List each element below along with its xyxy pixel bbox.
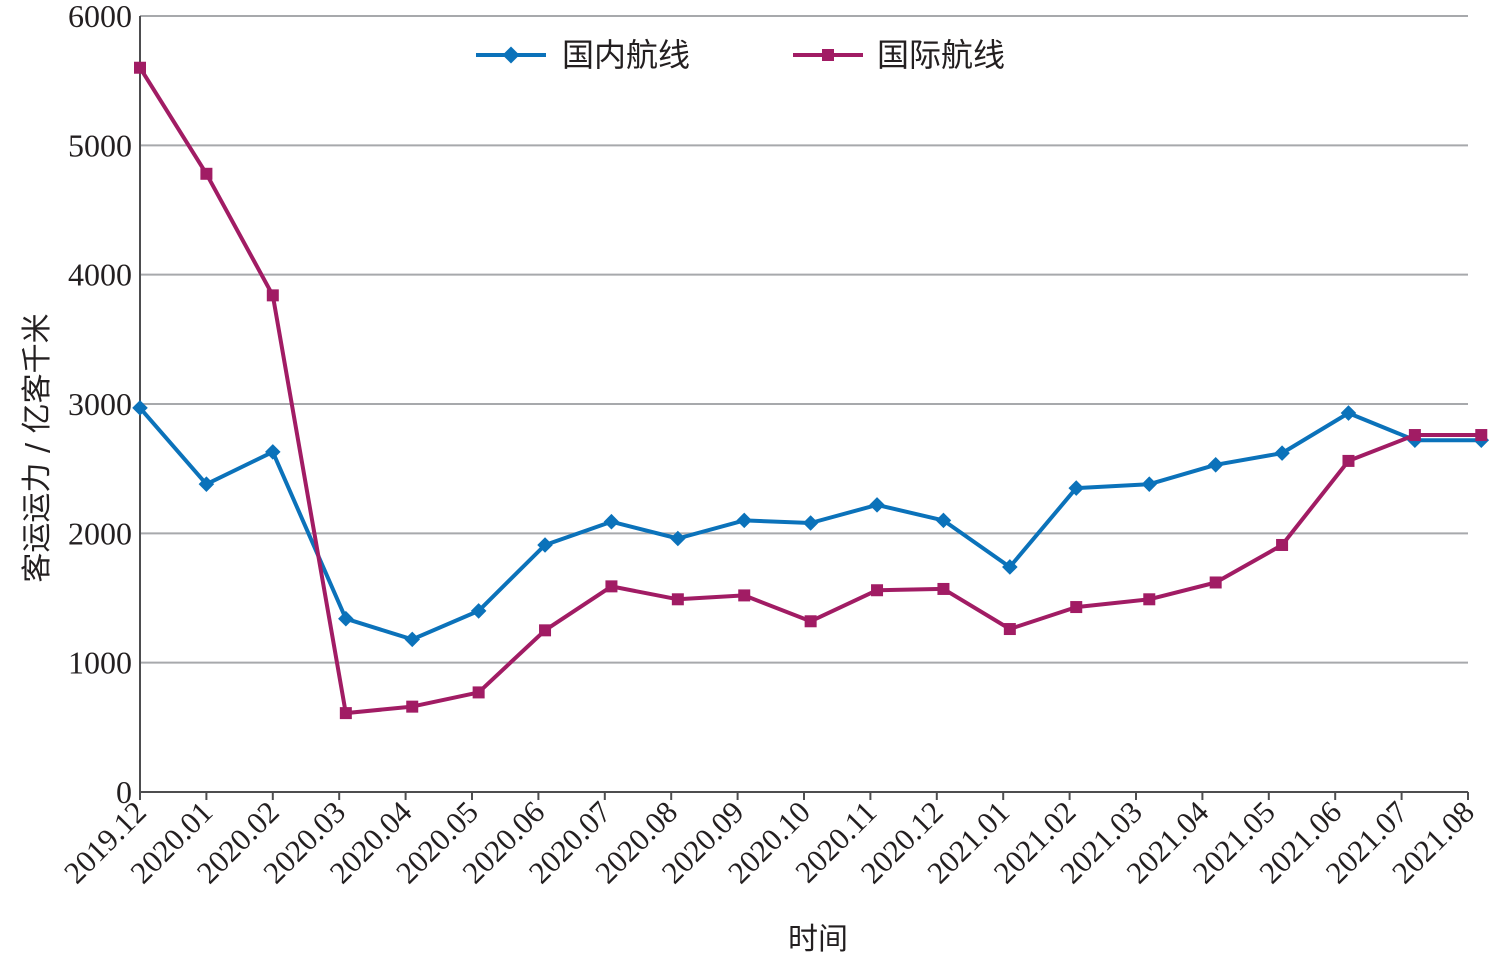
data-point — [603, 513, 620, 530]
data-point — [1207, 457, 1224, 473]
data-point — [802, 515, 819, 531]
data-point — [1274, 445, 1290, 461]
data-point — [1408, 429, 1421, 442]
y-tick-label: 2000 — [68, 515, 132, 551]
data-point — [406, 700, 419, 713]
data-point — [937, 582, 950, 595]
data-point — [670, 530, 686, 547]
data-point — [1475, 429, 1488, 442]
data-point — [1340, 405, 1357, 421]
data-point — [537, 537, 553, 553]
data-point — [338, 610, 354, 627]
data-point — [1143, 593, 1156, 606]
x-tick-labels: 2019.122020.012020.022020.032020.042020.… — [57, 794, 1481, 890]
legend-label-domestic: 国内航线 — [562, 36, 690, 74]
data-point — [132, 400, 148, 416]
data-point — [198, 476, 215, 492]
data-point — [265, 444, 281, 460]
data-point — [671, 593, 684, 606]
x-axis-title: 时间 — [788, 922, 848, 957]
data-point — [1003, 623, 1016, 636]
data-point — [134, 61, 146, 74]
y-tick-label: 1000 — [68, 645, 132, 681]
data-point — [539, 624, 552, 637]
legend-item-domestic: 国内航线 — [476, 36, 690, 74]
y-tick-label: 3000 — [68, 386, 132, 422]
y-tick-label: 6000 — [68, 0, 132, 34]
data-point — [736, 512, 753, 529]
data-point — [605, 580, 618, 593]
data-point — [804, 615, 817, 628]
gridlines — [140, 15, 1468, 664]
legend-swatch-domestic-marker — [502, 46, 520, 64]
legend-label-international: 国际航线 — [877, 36, 1005, 74]
legend-item-international: 国际航线 — [793, 36, 1005, 74]
y-tick-labels: 0 1000 2000 3000 4000 5000 6000 — [68, 0, 132, 810]
y-axis-title: 客运运力 / 亿客千米 — [20, 313, 55, 582]
data-point — [404, 631, 421, 648]
y-tick-label: 5000 — [68, 127, 132, 163]
data-point — [1342, 454, 1355, 467]
data-point — [200, 167, 213, 180]
series-1 — [134, 61, 1488, 720]
data-point — [1209, 576, 1222, 589]
data-point — [738, 589, 751, 602]
data-point — [1141, 476, 1158, 492]
data-point — [1276, 538, 1289, 551]
data-point — [266, 289, 279, 302]
y-tick-label: 0 — [116, 774, 132, 810]
legend: 国内航线 国际航线 — [476, 36, 1005, 74]
series-0 — [132, 400, 1489, 648]
data-point — [1068, 480, 1085, 496]
data-point — [869, 497, 885, 513]
y-tick-label: 4000 — [68, 257, 132, 293]
data-point — [339, 707, 352, 720]
data-point — [935, 512, 952, 529]
data-point — [472, 686, 485, 699]
series-layer — [132, 61, 1489, 720]
data-point — [871, 584, 884, 597]
legend-swatch-international-marker — [822, 49, 834, 61]
data-point — [1002, 559, 1018, 575]
data-point — [1070, 601, 1083, 614]
